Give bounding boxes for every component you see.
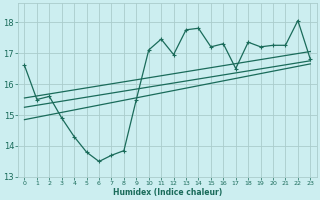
X-axis label: Humidex (Indice chaleur): Humidex (Indice chaleur)	[113, 188, 222, 197]
